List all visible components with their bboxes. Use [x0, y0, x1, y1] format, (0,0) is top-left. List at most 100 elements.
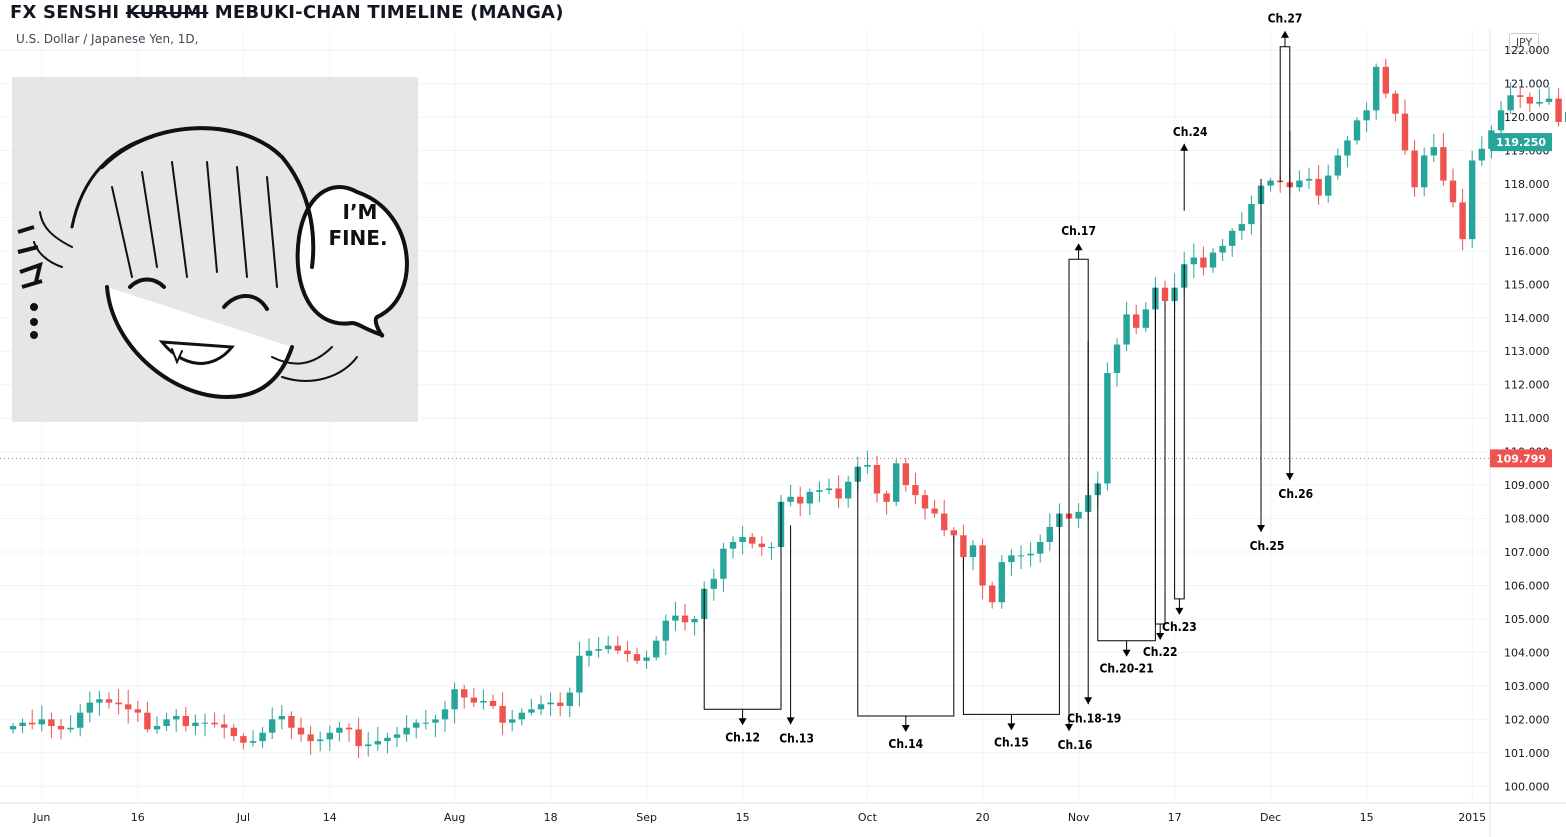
candle-body [9, 726, 17, 730]
candle [480, 689, 487, 710]
candle [249, 730, 257, 747]
candle [38, 705, 45, 732]
candle-body [902, 463, 909, 486]
candle-body [403, 727, 410, 735]
candle-body [1430, 147, 1437, 156]
candle [1008, 549, 1015, 576]
time-axis: Jun 16 Jul 14 Aug 18 Sep 15 Oct 20 Nov 17 Dec 15 2015 [32, 811, 1486, 824]
candle [1219, 238, 1226, 262]
annotation-ch-13: Ch.13 [779, 525, 814, 745]
candle-body [1421, 155, 1428, 188]
annotation-ch-18-19: Ch.18-19 [1067, 341, 1121, 725]
annotation-label: Ch.24 [1173, 125, 1208, 139]
candle-body [624, 650, 631, 655]
candle-body [1037, 541, 1044, 554]
annotation-arrowhead [1122, 649, 1131, 657]
candle [1238, 212, 1245, 240]
candle [864, 450, 871, 474]
annotation-label: Ch.18-19 [1067, 711, 1121, 725]
candle-body [1555, 98, 1562, 123]
candle-body [1478, 148, 1485, 161]
annotation-label: Ch.27 [1268, 12, 1303, 26]
candle [758, 536, 765, 557]
candle [413, 719, 420, 739]
candle [288, 711, 295, 740]
candle-body [1104, 372, 1111, 484]
annotation-label: Ch.23 [1162, 620, 1197, 634]
candle [989, 581, 996, 609]
candle-body [1267, 180, 1274, 186]
time-tick-label: Jul [236, 811, 250, 824]
annotation-bracket [962, 513, 1060, 715]
candle [902, 458, 909, 492]
candles [9, 58, 1566, 759]
candle-body [605, 645, 612, 650]
candle-body [1526, 96, 1533, 104]
annotation-label: Ch.15 [994, 735, 1029, 749]
candle-body [576, 655, 583, 693]
candle-body [662, 620, 669, 641]
candle [422, 709, 429, 730]
price-tick-label: 105.000 [1504, 613, 1550, 626]
candle [1363, 102, 1370, 133]
annotation-arrowhead [1065, 724, 1073, 732]
time-tick-label: Jun [32, 811, 50, 824]
candle [1046, 513, 1053, 551]
candle-body [1190, 257, 1197, 265]
candle-body [1008, 555, 1015, 563]
candle [1507, 82, 1514, 114]
price-tick-label: 103.000 [1504, 680, 1550, 693]
candle [1209, 248, 1217, 273]
price-tick-label: 118.000 [1504, 178, 1550, 191]
candle [518, 708, 525, 726]
candle [1353, 117, 1361, 145]
candle-body [240, 736, 247, 743]
candle [317, 731, 324, 752]
candle [441, 700, 449, 732]
candle [259, 727, 266, 749]
candle-body [825, 488, 833, 491]
price-tick-label: 102.000 [1504, 713, 1550, 726]
candle [1305, 167, 1313, 189]
candle [835, 475, 842, 509]
candle [173, 709, 180, 732]
candle-body [470, 697, 477, 703]
annotation-label: Ch.12 [725, 730, 760, 744]
current-price-badge-bg [1490, 133, 1552, 152]
candle-body [230, 727, 237, 737]
candle-body [393, 734, 401, 738]
candle-body [1325, 175, 1332, 196]
candle [624, 641, 631, 663]
candle [825, 478, 833, 495]
candle [547, 692, 554, 716]
candle [614, 635, 621, 654]
candle [326, 725, 333, 751]
candle [1401, 99, 1409, 155]
candle-body [749, 536, 756, 544]
currency-button[interactable]: JPY [1509, 33, 1539, 52]
candle [374, 726, 381, 751]
candle-body [441, 709, 449, 720]
candle-body [1353, 120, 1361, 141]
time-tick-label: 15 [736, 811, 750, 824]
candle [1449, 168, 1457, 208]
candle [48, 712, 55, 739]
candle-body [461, 689, 468, 698]
candle-body [1507, 95, 1514, 111]
candle [1373, 63, 1380, 120]
candle [307, 726, 314, 755]
time-tick-label: Sep [636, 811, 657, 824]
candle [1536, 89, 1543, 107]
candle-body [1027, 553, 1034, 556]
candle-body [29, 722, 36, 725]
candle [1545, 87, 1553, 105]
candle [489, 694, 497, 709]
candle [163, 712, 170, 732]
candle-body [1449, 180, 1457, 203]
candle-body [681, 615, 689, 623]
candle-body [806, 491, 813, 504]
candle [816, 481, 823, 503]
candle [144, 701, 151, 733]
candle [873, 455, 881, 503]
candle [1200, 246, 1207, 276]
